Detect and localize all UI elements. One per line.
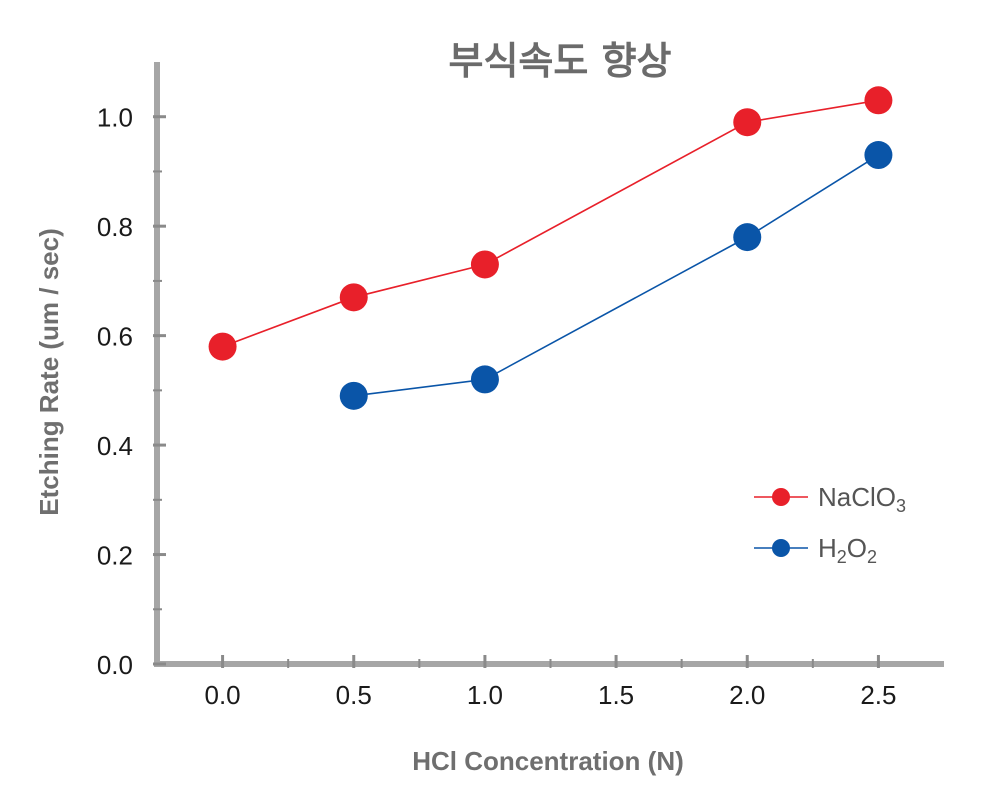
x-tick-label: 1.0	[467, 680, 503, 710]
x-tick-label: 2.5	[860, 680, 896, 710]
chart-title: 부식속도 향상	[449, 39, 672, 83]
legend-label-h2o2: H2O2	[818, 533, 877, 567]
y-tick-label: 0.0	[97, 650, 133, 680]
legend-h2o2-sub2: 2	[867, 547, 877, 567]
y-tick-label: 0.8	[97, 212, 133, 242]
axes	[154, 62, 944, 667]
y-ticks: 0.0 0.2 0.4 0.6 0.8 1.0	[97, 103, 166, 680]
data-point-naclo3	[864, 86, 893, 115]
data-point-naclo3	[733, 108, 762, 137]
y-tick-label: 0.2	[97, 541, 133, 571]
data-point-naclo3	[208, 332, 237, 361]
data-point-h2o2	[733, 223, 762, 252]
x-tick-label: 1.5	[598, 680, 634, 710]
legend-item-naclo3: NaClO3	[754, 482, 906, 516]
data-point-naclo3	[470, 250, 499, 279]
legend-naclo3-base: NaClO	[818, 482, 896, 512]
legend-marker-naclo3	[772, 488, 790, 506]
x-axis-title: HCl Concentration (N)	[412, 746, 684, 776]
data-point-naclo3	[339, 283, 368, 312]
series-line-naclo3	[222, 99, 879, 348]
legend-h2o2-o: O	[847, 533, 867, 563]
x-tick-label: 0.0	[205, 680, 241, 710]
series-layer	[208, 86, 893, 410]
x-tick-label: 0.5	[336, 680, 372, 710]
data-point-h2o2	[864, 141, 893, 170]
legend: NaClO3 H2O2	[754, 482, 906, 567]
x-tick-label: 2.0	[729, 680, 765, 710]
x-ticks: 0.0 0.5 1.0 1.5 2.0 2.5	[205, 655, 896, 710]
series-line-h2o2	[353, 154, 879, 397]
y-tick-label: 1.0	[97, 103, 133, 133]
y-tick-label: 0.4	[97, 431, 133, 461]
legend-item-h2o2: H2O2	[754, 533, 877, 567]
legend-h2o2-h: H	[818, 533, 837, 563]
legend-naclo3-sub: 3	[896, 496, 906, 516]
data-point-h2o2	[470, 365, 499, 394]
legend-label-naclo3: NaClO3	[818, 482, 906, 516]
data-point-h2o2	[339, 381, 368, 410]
legend-h2o2-sub1: 2	[837, 547, 847, 567]
legend-marker-h2o2	[772, 539, 790, 557]
y-tick-label: 0.6	[97, 322, 133, 352]
y-axis-title: Etching Rate (um / sec)	[34, 228, 64, 516]
